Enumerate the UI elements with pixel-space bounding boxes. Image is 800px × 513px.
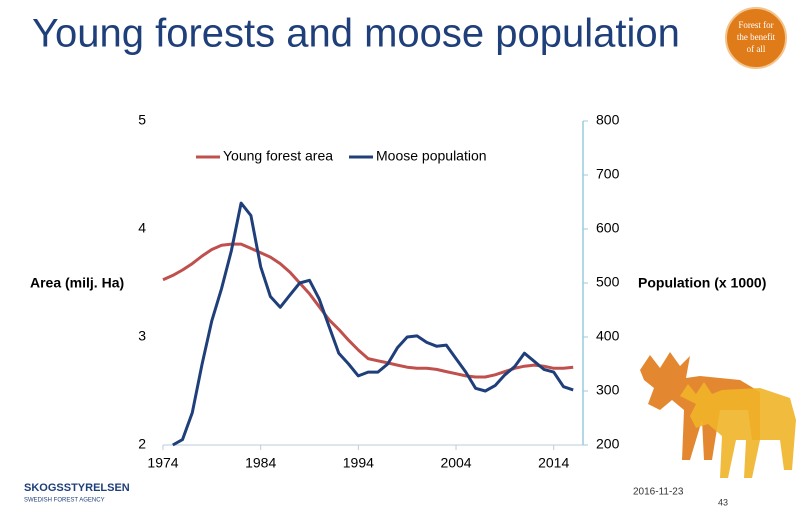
series-line bbox=[162, 242, 574, 379]
slide-title: Young forests and moose population bbox=[32, 12, 680, 56]
logo-subtitle: SWEDISH FOREST AGENCY bbox=[24, 498, 105, 504]
y2-axis-label: Population (x 1000) bbox=[638, 275, 766, 291]
legend-label: Young forest area bbox=[223, 148, 333, 164]
y-tick-label: 5 bbox=[138, 112, 146, 128]
x-tick-label: 2004 bbox=[440, 455, 471, 471]
y2-tick-label: 400 bbox=[596, 328, 620, 344]
date: 2016-11-23 bbox=[633, 487, 684, 498]
y-axis-label: Area (milj. Ha) bbox=[30, 275, 124, 291]
series-line bbox=[172, 201, 574, 447]
y2-tick-label: 500 bbox=[596, 274, 620, 290]
y-tick-label: 3 bbox=[138, 328, 146, 344]
y2-tick-label: 800 bbox=[596, 112, 620, 128]
moose-illustration bbox=[640, 352, 796, 478]
badge-text: Forest for bbox=[738, 20, 773, 30]
y2-tick-label: 200 bbox=[596, 436, 620, 452]
y-tick-label: 4 bbox=[138, 220, 146, 236]
badge-text: the benefit bbox=[737, 32, 776, 42]
y2-tick-label: 700 bbox=[596, 166, 620, 182]
logo-name: SKOGSSTYRELSEN bbox=[24, 482, 130, 494]
x-tick-label: 1994 bbox=[343, 455, 374, 471]
badge-text: of all bbox=[747, 44, 766, 54]
legend-label: Moose population bbox=[376, 148, 487, 164]
y2-tick-label: 300 bbox=[596, 382, 620, 398]
x-tick-label: 1984 bbox=[245, 455, 276, 471]
page-number: 43 bbox=[718, 497, 728, 507]
y-tick-label: 2 bbox=[138, 436, 146, 452]
x-tick-label: 1974 bbox=[147, 455, 178, 471]
badge bbox=[725, 7, 787, 69]
y2-tick-label: 600 bbox=[596, 220, 620, 236]
x-tick-label: 2014 bbox=[538, 455, 569, 471]
